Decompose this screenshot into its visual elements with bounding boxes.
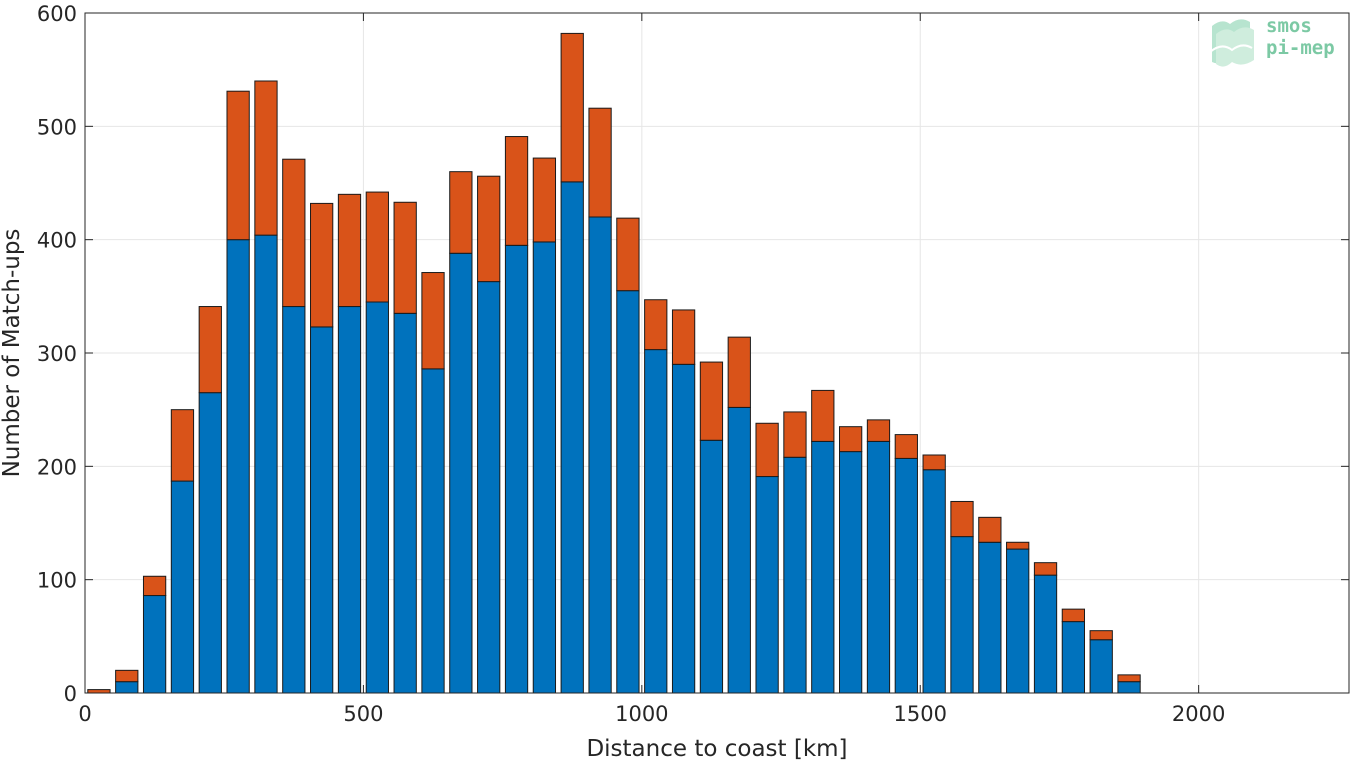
bar-series2-36	[1089, 630, 1113, 641]
bar-series1-33	[1006, 548, 1030, 694]
bar-series2-20	[644, 299, 668, 351]
bar-series2-9	[337, 193, 362, 308]
bar-series1-27	[839, 451, 863, 694]
bar-series2-13	[449, 171, 473, 254]
bar-series2-4	[198, 306, 222, 394]
bar-series1-21	[671, 363, 696, 694]
bar-series2-28	[866, 419, 891, 442]
bar-series2-24	[755, 422, 779, 478]
logo-text-line2: pi-mep	[1266, 37, 1335, 59]
bar-series2-19	[616, 217, 640, 292]
bar-series1-12	[421, 368, 445, 694]
bar-series1-32	[978, 541, 1002, 694]
bar-series2-3	[170, 409, 195, 482]
y-tick-label-5: 500	[37, 115, 77, 139]
logo-text-line1: smos	[1266, 15, 1312, 37]
bar-series1-34	[1033, 574, 1058, 694]
x-tick-label-1: 500	[343, 702, 383, 726]
bar-series1-8	[310, 326, 334, 694]
bar-series2-26	[811, 389, 835, 442]
bar-series1-36	[1089, 639, 1113, 694]
bar-series2-0	[87, 689, 111, 694]
bar-series2-17	[560, 32, 584, 183]
bar-series2-33	[1006, 541, 1030, 550]
bar-series1-3	[170, 480, 195, 694]
bar-series1-24	[755, 476, 779, 694]
bar-series1-26	[811, 440, 835, 694]
bar-series2-21	[671, 309, 696, 365]
bar-series2-16	[532, 157, 557, 243]
y-tick-label-6: 600	[37, 2, 77, 26]
bar-series1-7	[282, 306, 306, 694]
bar-series1-18	[588, 216, 612, 694]
y-tick-label-1: 100	[37, 569, 77, 593]
bar-series1-37	[1117, 681, 1141, 694]
bar-series1-14	[477, 281, 501, 694]
y-tick-label-0: 0	[64, 682, 77, 706]
bar-series1-15	[504, 244, 529, 694]
bar-series2-22	[699, 361, 724, 441]
x-tick-label-2: 1000	[615, 702, 668, 726]
bar-series2-29	[894, 434, 918, 459]
bar-series2-34	[1033, 562, 1058, 576]
bar-series2-14	[477, 175, 501, 283]
y-axis-ticks: 0 100 200 300 400 500 600	[37, 2, 1349, 706]
bar-series2-7	[282, 158, 306, 308]
smos-pi-mep-logo: smos pi-mep	[1209, 15, 1335, 67]
y-tick-label-3: 300	[37, 342, 77, 366]
logo-wave-icon	[1209, 19, 1254, 67]
bar-series2-12	[421, 272, 445, 370]
bar-series2-35	[1061, 608, 1086, 623]
bar-series1-28	[866, 440, 891, 694]
bar-series2-27	[839, 426, 863, 453]
bar-series1-10	[365, 301, 389, 694]
bars	[87, 32, 1141, 694]
bar-series1-13	[449, 252, 473, 694]
bar-series2-15	[504, 136, 529, 246]
bar-series1-29	[894, 457, 918, 694]
y-tick-label-4: 400	[37, 229, 77, 253]
bar-series1-19	[616, 290, 640, 694]
bar-series1-11	[393, 312, 417, 694]
bar-series1-6	[254, 234, 278, 694]
x-tick-label-3: 1500	[894, 702, 947, 726]
bar-series2-32	[978, 516, 1002, 543]
bar-series1-4	[198, 392, 222, 694]
bar-series1-2	[142, 595, 167, 694]
bar-series2-8	[310, 202, 334, 328]
bar-series1-35	[1061, 621, 1086, 694]
x-tick-label-4: 2000	[1172, 702, 1225, 726]
bar-series1-17	[560, 181, 584, 694]
bar-series2-2	[142, 575, 167, 597]
bar-series2-1	[115, 669, 139, 683]
bar-series2-18	[588, 107, 612, 218]
bar-series2-11	[393, 201, 417, 314]
bar-series1-22	[699, 439, 724, 694]
bar-series1-5	[226, 239, 250, 694]
bar-series2-30	[922, 454, 946, 471]
bar-series1-31	[950, 536, 974, 694]
x-axis-label: Distance to coast [km]	[586, 736, 847, 761]
bar-series1-25	[783, 456, 807, 694]
y-axis-label: Number of Match-ups	[0, 229, 25, 478]
bar-series2-6	[254, 80, 278, 236]
bar-series1-9	[337, 306, 362, 694]
y-tick-label-2: 200	[37, 455, 77, 479]
bar-series1-23	[727, 406, 751, 694]
bar-series1-20	[644, 349, 668, 694]
bar-series1-30	[922, 469, 946, 694]
bar-series2-5	[226, 90, 250, 241]
bar-series1-1	[115, 681, 139, 694]
bar-series2-25	[783, 411, 807, 458]
bar-series2-37	[1117, 674, 1141, 683]
bar-series2-31	[950, 500, 974, 538]
bar-series2-10	[365, 191, 389, 303]
x-tick-label-0: 0	[78, 702, 91, 726]
bar-series1-16	[532, 241, 557, 694]
x-axis-ticks: 0 500 1000 1500 2000	[78, 13, 1225, 726]
bar-series2-23	[727, 336, 751, 408]
